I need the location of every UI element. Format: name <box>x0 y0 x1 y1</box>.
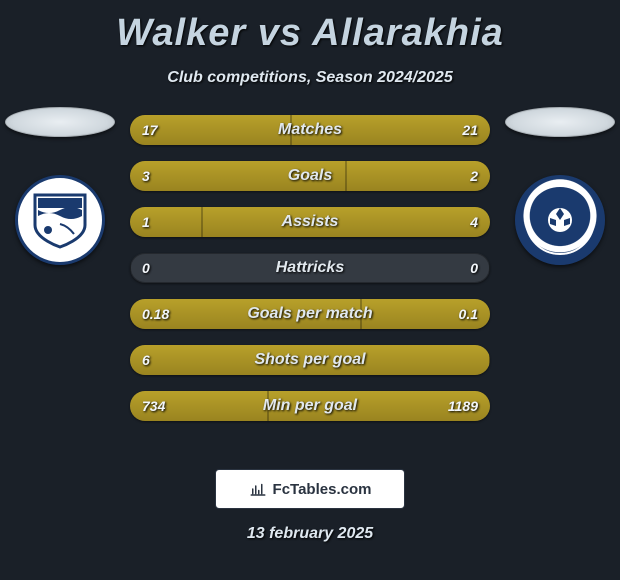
stat-bars: 1721Matches 32Goals 14Assists 00Hattricks 0.… <box>130 115 490 437</box>
stat-label: Goals <box>130 161 490 191</box>
stat-label: Shots per goal <box>130 345 490 375</box>
stat-row: 32Goals <box>130 161 490 191</box>
stat-label: Min per goal <box>130 391 490 421</box>
page-title: Walker vs Allarakhia <box>0 0 620 55</box>
chart-icon <box>249 480 267 498</box>
stat-row: 6Shots per goal <box>130 345 490 375</box>
rochdale-ball-icon <box>540 200 580 240</box>
comparison-stage: 1721Matches 32Goals 14Assists 00Hattricks 0.… <box>0 115 620 445</box>
subtitle: Club competitions, Season 2024/2025 <box>0 69 620 87</box>
rochdale-ring-icon <box>525 185 595 255</box>
stat-label: Matches <box>130 115 490 145</box>
stat-label: Assists <box>130 207 490 237</box>
vs-label: vs <box>258 12 302 54</box>
player-left-slot <box>0 107 120 265</box>
player-left-name: Walker <box>116 12 246 54</box>
stat-label: Goals per match <box>130 299 490 329</box>
footer-date: 13 february 2025 <box>0 525 620 543</box>
stat-row: 1721Matches <box>130 115 490 145</box>
player-right-slot <box>500 107 620 265</box>
stat-label: Hattricks <box>130 253 490 283</box>
player-right-placeholder <box>505 107 615 137</box>
brand-badge[interactable]: FcTables.com <box>215 469 405 509</box>
southend-shield-icon <box>30 190 90 250</box>
stat-row: 0.180.1Goals per match <box>130 299 490 329</box>
player-right-name: Allarakhia <box>312 12 504 54</box>
stat-row: 7341189Min per goal <box>130 391 490 421</box>
stat-row: 14Assists <box>130 207 490 237</box>
club-crest-left <box>15 175 105 265</box>
player-left-placeholder <box>5 107 115 137</box>
stat-row: 00Hattricks <box>130 253 490 283</box>
brand-text: FcTables.com <box>273 481 372 498</box>
club-crest-right <box>515 175 605 265</box>
